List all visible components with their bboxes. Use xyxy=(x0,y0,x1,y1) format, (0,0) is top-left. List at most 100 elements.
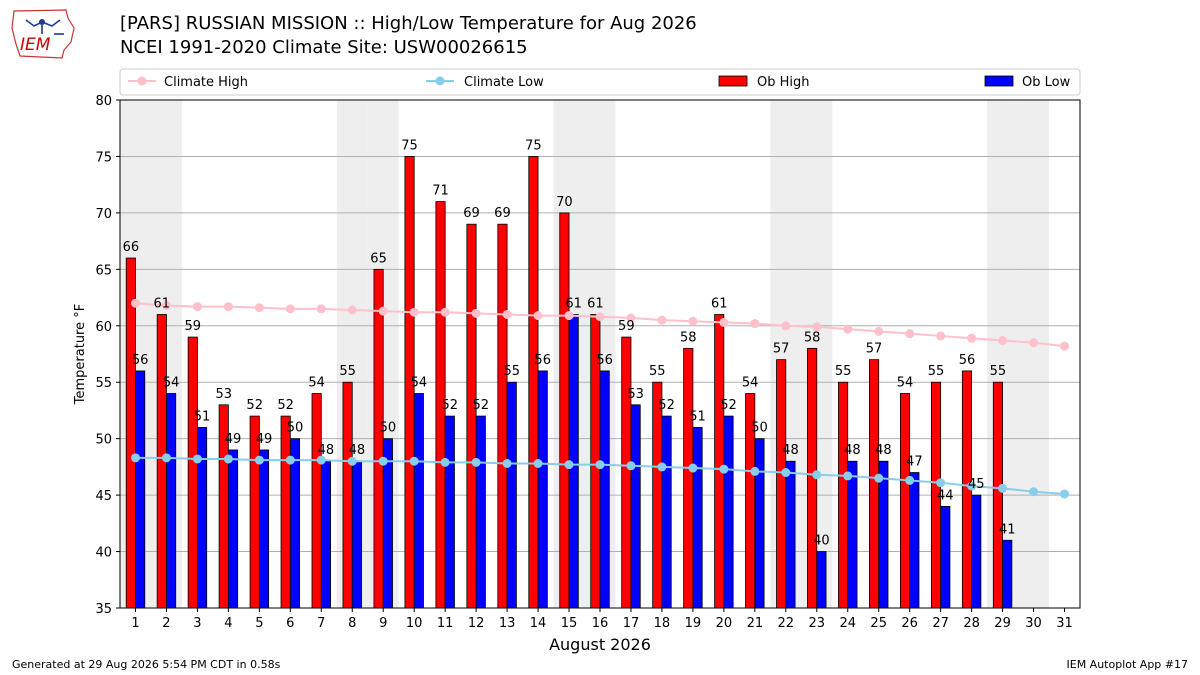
ob-high-bar-6 xyxy=(280,415,291,609)
x-tick-label-18: 18 xyxy=(654,616,671,631)
climate-low-point-20 xyxy=(719,464,729,474)
ob-high-bar-14 xyxy=(528,156,539,609)
ob-high-label-13: 69 xyxy=(494,206,511,221)
climate-high-point-1 xyxy=(130,298,140,308)
x-tick-label-13: 13 xyxy=(499,616,516,631)
climate-high-point-31 xyxy=(1060,341,1070,351)
climate-low-point-5 xyxy=(254,455,264,465)
ob-high-label-20: 61 xyxy=(711,296,728,311)
ob-low-bar-27 xyxy=(940,505,951,609)
ob-low-label-19: 51 xyxy=(689,409,706,424)
climate-high-point-10 xyxy=(409,307,419,317)
ob-low-label-6: 50 xyxy=(287,421,304,436)
x-tick-label-26: 26 xyxy=(901,616,918,631)
ob-low-label-7: 48 xyxy=(318,443,335,458)
climate-low-point-26 xyxy=(905,475,915,485)
ob-high-label-1: 66 xyxy=(123,240,140,255)
x-tick-label-20: 20 xyxy=(716,616,733,631)
ob-low-bar-19 xyxy=(692,426,703,609)
y-tick-label-75: 75 xyxy=(95,150,112,165)
y-tick-label-70: 70 xyxy=(95,207,112,222)
ob-low-label-8: 48 xyxy=(349,443,366,458)
ob-low-bar-28 xyxy=(971,494,982,609)
ob-low-bar-10 xyxy=(413,393,424,609)
x-tick-label-11: 11 xyxy=(437,616,454,631)
ob-high-label-17: 59 xyxy=(618,319,635,334)
ob-high-label-22: 57 xyxy=(773,342,790,357)
ob-high-bar-25 xyxy=(869,359,880,609)
ob-high-bar-15 xyxy=(559,212,570,609)
iem-logo-text: IEM xyxy=(20,35,51,55)
ob-low-bar-18 xyxy=(661,415,672,609)
ob-low-bar-17 xyxy=(630,404,641,609)
x-tick-label-25: 25 xyxy=(870,616,887,631)
ob-low-label-29: 41 xyxy=(999,522,1016,537)
climate-high-point-25 xyxy=(874,326,884,336)
climate-low-point-8 xyxy=(347,456,357,466)
climate-low-point-18 xyxy=(657,462,667,472)
ob-low-label-25: 48 xyxy=(875,443,892,458)
ob-high-label-27: 55 xyxy=(928,364,945,379)
climate-low-point-23 xyxy=(812,470,822,480)
y-tick-label-35: 35 xyxy=(95,602,112,617)
y-tick-label-50: 50 xyxy=(95,433,112,448)
climate-low-point-12 xyxy=(471,457,481,467)
x-tick-label-15: 15 xyxy=(561,616,578,631)
climate-high-point-22 xyxy=(781,321,791,331)
app-label: IEM Autoplot App #17 xyxy=(1066,658,1189,671)
x-tick-label-21: 21 xyxy=(747,616,764,631)
ob-low-bar-20 xyxy=(723,415,734,609)
ob-high-bar-20 xyxy=(714,314,725,609)
ob-low-bar-24 xyxy=(847,460,858,609)
ob-low-label-28: 45 xyxy=(968,477,985,492)
climate-low-point-7 xyxy=(316,455,326,465)
ob-low-bar-16 xyxy=(599,370,610,609)
ob-low-label-17: 53 xyxy=(627,387,644,402)
ob-low-label-3: 51 xyxy=(194,409,211,424)
climate-low-point-17 xyxy=(626,461,636,471)
ob-low-label-11: 52 xyxy=(442,398,459,413)
ob-low-bar-14 xyxy=(537,370,548,609)
x-tick-label-8: 8 xyxy=(348,616,356,631)
bar-series xyxy=(125,156,1013,609)
y-tick-label-65: 65 xyxy=(95,263,112,278)
ob-low-bar-7 xyxy=(320,460,331,609)
ob-low-label-14: 56 xyxy=(534,353,551,368)
ob-low-bar-26 xyxy=(909,472,920,609)
ob-low-bar-4 xyxy=(227,449,239,609)
x-tick-label-3: 3 xyxy=(193,616,201,631)
climate-low-point-22 xyxy=(781,468,791,478)
climate-low-point-25 xyxy=(874,473,884,483)
climate-high-point-16 xyxy=(595,312,605,322)
climate-low-point-14 xyxy=(533,459,543,469)
ob-low-label-24: 48 xyxy=(844,443,861,458)
climate-lines xyxy=(130,298,1070,499)
chart-title: [PARS] RUSSIAN MISSION :: High/Low Tempe… xyxy=(120,13,697,34)
ob-high-label-16: 61 xyxy=(587,296,604,311)
climate-high-point-19 xyxy=(688,316,698,326)
ob-low-bar-1 xyxy=(135,370,146,609)
ob-high-label-7: 54 xyxy=(308,376,325,391)
x-tick-label-16: 16 xyxy=(592,616,609,631)
climate-high-point-24 xyxy=(843,324,853,334)
ob-high-label-15: 70 xyxy=(556,195,573,210)
ob-high-bar-22 xyxy=(776,359,787,609)
ob-high-label-9: 65 xyxy=(370,251,387,266)
ob-low-label-23: 40 xyxy=(813,534,830,549)
ob-high-bar-24 xyxy=(838,381,849,609)
climate-high-point-12 xyxy=(471,308,481,318)
ob-low-label-12: 52 xyxy=(473,398,490,413)
ob-low-label-27: 44 xyxy=(937,488,954,503)
climate-high-point-26 xyxy=(905,329,915,339)
ob-low-label-2: 54 xyxy=(163,376,180,391)
ob-low-bar-3 xyxy=(197,426,208,609)
ob-high-bar-29 xyxy=(992,381,1003,609)
y-tick-label-40: 40 xyxy=(95,546,112,561)
climate-high-point-23 xyxy=(812,322,822,332)
ob-low-label-21: 50 xyxy=(751,421,768,436)
legend-climate-low-label: Climate Low xyxy=(464,75,544,90)
x-tick-label-30: 30 xyxy=(1025,616,1042,631)
ob-high-label-18: 55 xyxy=(649,364,666,379)
climate-high-point-14 xyxy=(533,311,543,321)
